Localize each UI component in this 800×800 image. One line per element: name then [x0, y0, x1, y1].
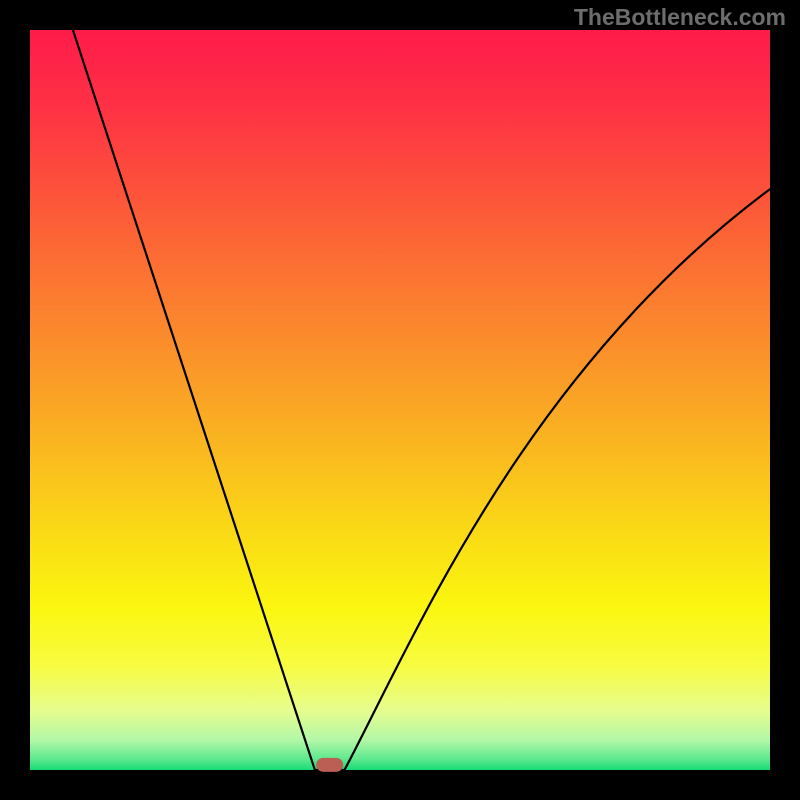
chart-container: TheBottleneck.com: [0, 0, 800, 800]
bottleneck-chart: [0, 0, 800, 800]
optimal-point-marker: [316, 758, 343, 772]
watermark-text: TheBottleneck.com: [574, 4, 786, 31]
